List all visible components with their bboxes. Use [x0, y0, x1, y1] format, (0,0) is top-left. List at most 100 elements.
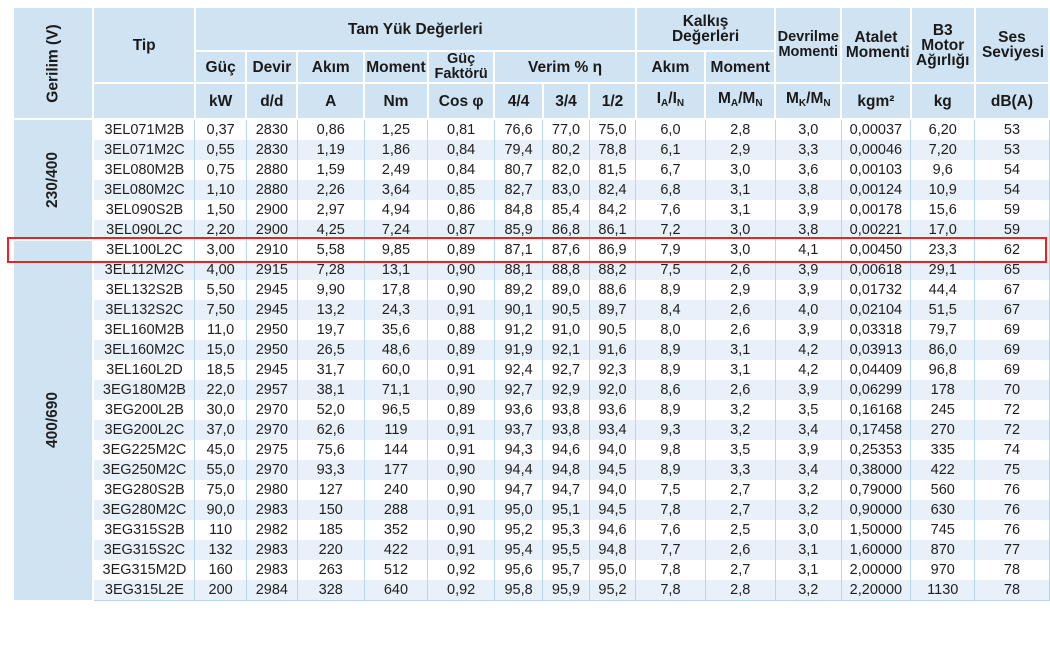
table-row: 3EG180M2B 22,0 2957 38,1 71,1 0,90 92,7 92,9 92,…	[13, 380, 1050, 400]
value-cell: 30,0	[194, 400, 247, 420]
value-cell: 8,6	[635, 380, 706, 400]
value-cell: 75,0	[194, 480, 247, 500]
value-cell: 94,4	[493, 460, 544, 480]
value-cell: 132	[194, 540, 247, 560]
value-cell: 77	[974, 540, 1050, 560]
voltage-group-cell: 400/690	[11, 239, 95, 602]
starting-torque-header: Moment	[704, 50, 777, 84]
value-cell: 3,9	[774, 260, 842, 280]
value-cell: 94,7	[542, 480, 590, 500]
type-cell: 3EL071M2B	[92, 119, 196, 140]
value-cell: 2970	[245, 420, 298, 440]
value-cell: 94,0	[588, 480, 637, 500]
value-cell: 10,9	[910, 180, 976, 200]
value-cell: 3,1	[704, 180, 776, 200]
value-cell: 2957	[245, 380, 298, 400]
value-cell: 7,6	[635, 200, 706, 220]
value-cell: 15,0	[194, 340, 247, 360]
value-cell: 1,60000	[840, 540, 912, 560]
value-cell: 127	[296, 480, 365, 500]
value-cell: 9,6	[910, 160, 976, 180]
value-cell: 67	[974, 280, 1050, 300]
value-cell: 4,94	[363, 200, 429, 220]
unit-torque: Nm	[363, 82, 429, 120]
value-cell: 80,7	[493, 160, 544, 180]
value-cell: 83,0	[542, 180, 590, 200]
weight-header: B3 Motor Ağırlığı	[909, 6, 976, 84]
value-cell: 2980	[245, 480, 298, 500]
value-cell: 335	[910, 440, 976, 460]
value-cell: 640	[363, 580, 429, 601]
unit-mk-mn: MK/MN	[774, 82, 843, 120]
value-cell: 8,9	[635, 400, 706, 420]
value-cell: 0,86	[427, 200, 495, 220]
table-row: 3EL071M2C 0,55 2830 1,19 1,86 0,84 79,4 80,2 78,…	[13, 140, 1050, 160]
value-cell: 9,85	[363, 240, 429, 260]
value-cell: 4,2	[774, 340, 842, 360]
value-cell: 92,1	[542, 340, 590, 360]
value-cell: 2910	[245, 240, 298, 260]
value-cell: 37,0	[194, 420, 247, 440]
table-row: 3EG315L2E 200 2984 328 640 0,92 95,8 95,9 95,2 7,…	[13, 580, 1050, 601]
value-cell: 15,6	[910, 200, 976, 220]
value-cell: 8,9	[635, 340, 706, 360]
value-cell: 422	[363, 540, 429, 560]
value-cell: 52,0	[296, 400, 365, 420]
value-cell: 93,4	[588, 420, 637, 440]
value-cell: 0,91	[427, 540, 495, 560]
value-cell: 1,50	[194, 200, 247, 220]
value-cell: 512	[363, 560, 429, 580]
value-cell: 91,0	[542, 320, 590, 340]
unit-current: A	[296, 82, 366, 120]
value-cell: 76	[974, 520, 1050, 540]
value-cell: 2,20	[194, 220, 247, 240]
unit-ia-in: IA/IN	[634, 82, 707, 120]
value-cell: 0,02104	[840, 300, 912, 320]
table-row: 3EL080M2C 1,10 2880 2,26 3,64 0,85 82,7 83,0 82,…	[13, 180, 1050, 200]
value-cell: 95,7	[542, 560, 590, 580]
value-cell: 352	[363, 520, 429, 540]
table-body: 230/400 3EL071M2B 0,37 2830 0,86 1,25 0,81 76,6…	[11, 118, 1050, 602]
value-cell: 13,2	[296, 300, 365, 320]
value-cell: 31,7	[296, 360, 365, 380]
value-cell: 0,89	[427, 240, 495, 260]
value-cell: 0,38000	[840, 460, 912, 480]
value-cell: 560	[910, 480, 976, 500]
value-cell: 3,9	[774, 380, 842, 400]
type-cell: 3EL080M2B	[92, 160, 196, 180]
value-cell: 0,90000	[840, 500, 912, 520]
value-cell: 48,6	[363, 340, 429, 360]
value-cell: 8,0	[635, 320, 706, 340]
value-cell: 86,9	[588, 240, 637, 260]
sound-header-label: Ses Seviyesi	[981, 29, 1045, 61]
value-cell: 94,6	[542, 440, 590, 460]
value-cell: 0,06299	[840, 380, 912, 400]
value-cell: 3,8	[774, 220, 842, 240]
value-cell: 7,24	[363, 220, 429, 240]
unit-sound: dB(A)	[973, 82, 1050, 120]
unit-inertia: kgm²	[840, 82, 912, 120]
value-cell: 7,20	[910, 140, 976, 160]
value-cell: 2975	[245, 440, 298, 460]
value-cell: 76	[974, 500, 1050, 520]
value-cell: 3,2	[704, 400, 776, 420]
value-cell: 288	[363, 500, 429, 520]
efficiency-header: Verim % η	[493, 50, 637, 84]
value-cell: 2,49	[363, 160, 429, 180]
value-cell: 94,8	[542, 460, 590, 480]
value-cell: 4,25	[296, 220, 365, 240]
value-cell: 0,86	[296, 119, 365, 140]
breakdown-header-label: Devrilme Momenti	[777, 29, 839, 60]
value-cell: 88,1	[493, 260, 544, 280]
type-cell: 3EG250M2C	[92, 460, 196, 480]
value-cell: 3,4	[774, 420, 842, 440]
value-cell: 93,6	[588, 400, 637, 420]
value-cell: 91,2	[493, 320, 544, 340]
value-cell: 94,8	[588, 540, 637, 560]
table-row: 3EG280S2B 75,0 2980 127 240 0,90 94,7 94,7 94,0 7…	[13, 480, 1050, 500]
value-cell: 3,9	[774, 440, 842, 460]
value-cell: 9,3	[635, 420, 706, 440]
value-cell: 2945	[245, 300, 298, 320]
value-cell: 94,5	[588, 460, 637, 480]
value-cell: 3,0	[774, 520, 842, 540]
